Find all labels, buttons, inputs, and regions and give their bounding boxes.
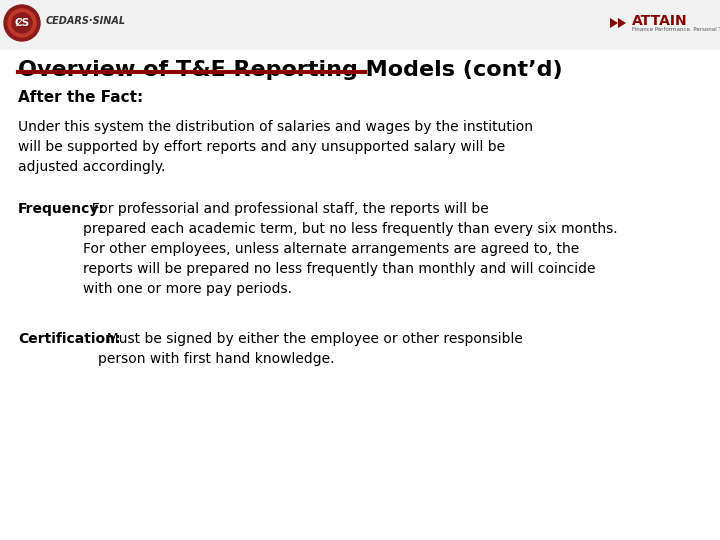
Text: Finance Performance. Personal Training.: Finance Performance. Personal Training. xyxy=(632,26,720,31)
Text: Must be signed by either the employee or other responsible
person with first han: Must be signed by either the employee or… xyxy=(98,332,523,366)
Text: Certification:: Certification: xyxy=(18,332,120,346)
Circle shape xyxy=(8,9,36,37)
Circle shape xyxy=(12,13,32,33)
Text: C̷S: C̷S xyxy=(14,18,30,28)
Text: Under this system the distribution of salaries and wages by the institution
will: Under this system the distribution of sa… xyxy=(18,120,533,174)
Polygon shape xyxy=(618,18,626,28)
Text: For professorial and professional staff, the reports will be
prepared each acade: For professorial and professional staff,… xyxy=(83,202,618,296)
Text: CEDARS·SINAL: CEDARS·SINAL xyxy=(46,16,126,26)
Text: Frequency:: Frequency: xyxy=(18,202,105,216)
Text: ATTAIN: ATTAIN xyxy=(632,14,688,28)
Polygon shape xyxy=(610,18,618,28)
Text: Overview of T&E Reporting Models (cont’d): Overview of T&E Reporting Models (cont’d… xyxy=(18,60,562,80)
Text: After the Fact:: After the Fact: xyxy=(18,90,143,105)
Circle shape xyxy=(4,5,40,41)
Bar xyxy=(0,0,720,50)
